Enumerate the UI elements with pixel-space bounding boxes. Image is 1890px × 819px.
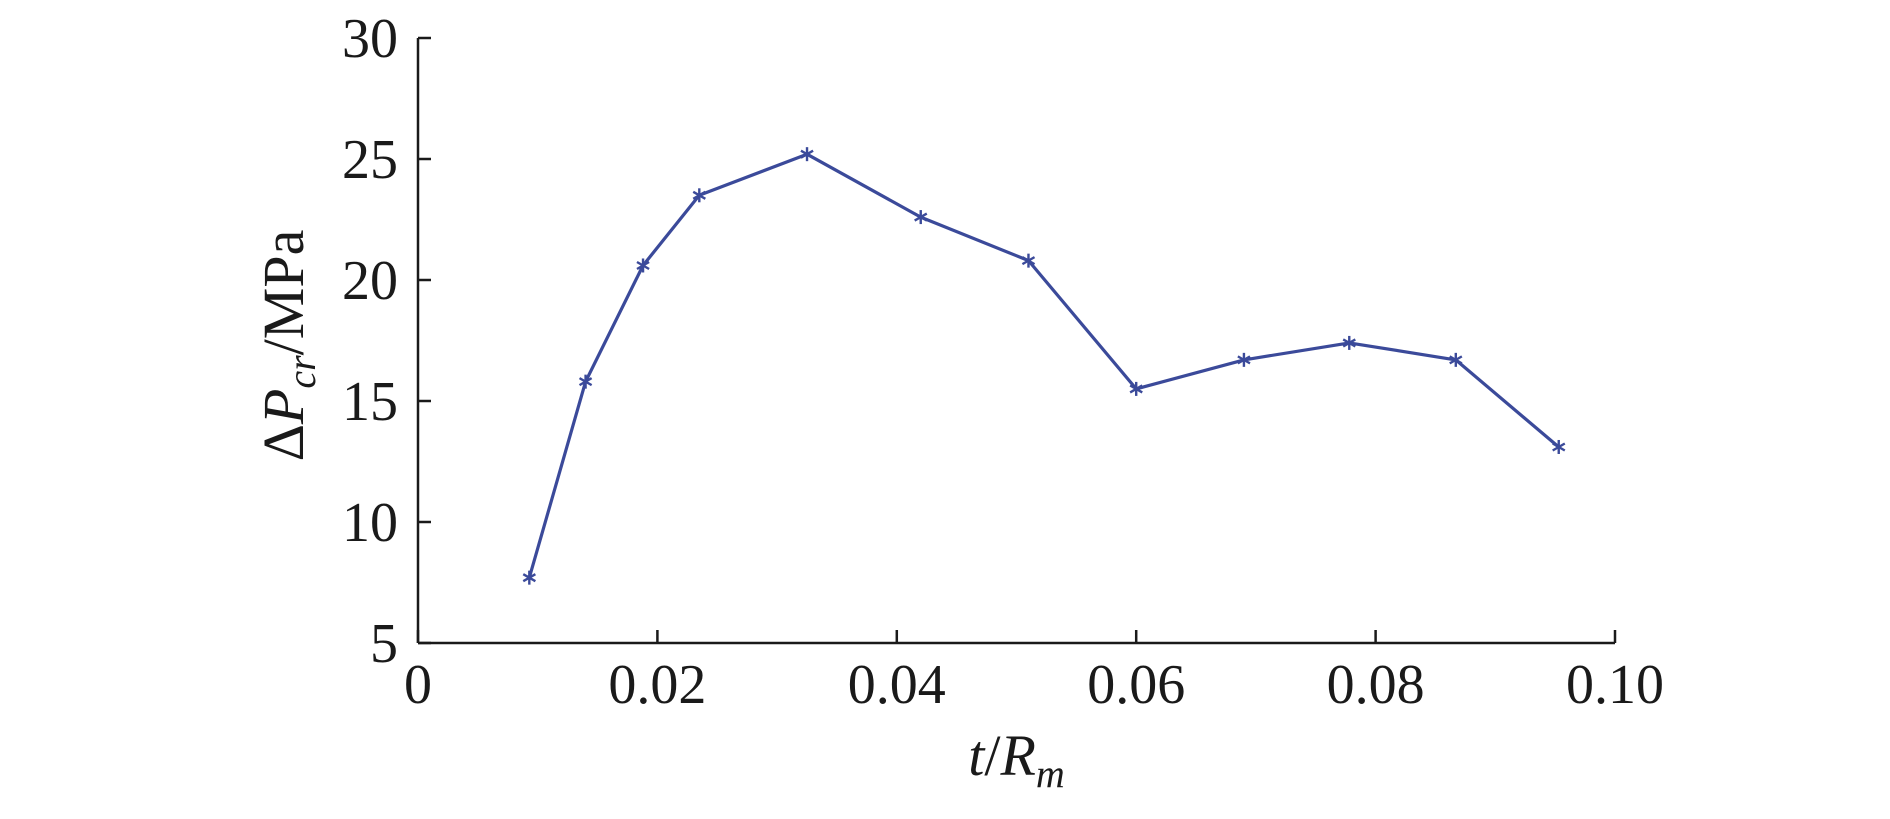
data-point-star-icon: [1021, 253, 1036, 268]
x-tick-label: 0.08: [1327, 654, 1425, 716]
data-point-star-icon: [1449, 352, 1463, 367]
data-point-star-icon: [1237, 352, 1251, 367]
y-tick-label: 20: [342, 250, 398, 312]
data-point-star-icon: [522, 570, 536, 585]
x-label-sep: /: [984, 723, 1001, 788]
data-point-star-icon: [636, 258, 650, 273]
data-point-star-icon: [1129, 381, 1143, 396]
x-tick-label: 0.10: [1566, 654, 1664, 716]
x-tick-label: 0.04: [848, 654, 946, 716]
data-point-star-icon: [914, 210, 928, 225]
x-axis-label: t/Rm: [968, 723, 1065, 796]
series-line: [527, 152, 1560, 579]
y-tick-label: 15: [342, 371, 398, 433]
y-tick-label: 30: [342, 8, 398, 70]
x-tick-label: 0: [404, 654, 432, 716]
x-label-var: t: [968, 723, 986, 788]
x-label-main: R: [999, 723, 1035, 788]
data-point-star-icon: [692, 188, 706, 203]
data-point-star-icon: [1342, 335, 1356, 350]
y-label-main: P: [251, 389, 316, 425]
y-tick-label: 10: [342, 492, 398, 554]
y-label-prefix: Δ: [251, 424, 316, 461]
y-label-sub: cr: [279, 355, 324, 389]
axes: [416, 38, 1615, 645]
data-point-star-icon: [800, 147, 814, 162]
x-label-sub: m: [1036, 751, 1065, 796]
data-point-star-icon: [1552, 439, 1566, 454]
x-tick-label: 0.06: [1087, 654, 1185, 716]
y-label-unit: /MPa: [251, 230, 316, 356]
y-tick-label: 25: [342, 129, 398, 191]
data-point-star-icon: [578, 374, 593, 389]
x-ticks: 0 0.02 0.04 0.06 0.08 0.10: [404, 630, 1664, 716]
y-axis-label: ΔPcr/MPa: [251, 230, 324, 462]
y-tick-label: 5: [370, 613, 398, 675]
series-layer: [522, 147, 1566, 585]
x-tick-label: 0.02: [608, 654, 706, 716]
y-ticks: 5 10 15 20 25 30: [342, 8, 431, 675]
